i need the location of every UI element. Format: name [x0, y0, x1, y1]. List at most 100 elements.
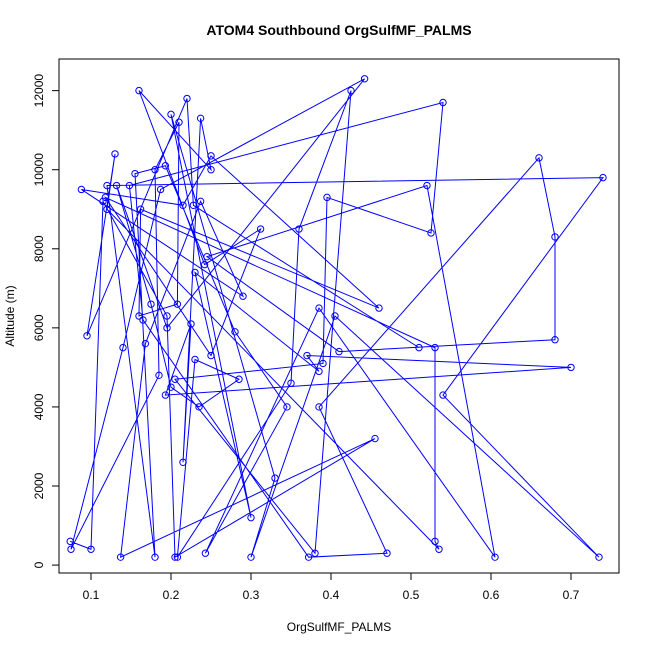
data-point — [595, 553, 603, 561]
data-point — [187, 320, 195, 328]
data-point — [175, 118, 183, 126]
data-point — [315, 403, 323, 411]
data-point — [200, 260, 209, 269]
data-point — [331, 312, 339, 320]
data-point — [179, 458, 187, 466]
data-point — [183, 94, 191, 103]
data-point — [195, 403, 203, 411]
data-point — [304, 553, 313, 561]
data-point — [311, 549, 319, 557]
data-point — [491, 553, 499, 561]
data-point — [431, 343, 439, 352]
x-tick-label: 0.7 — [563, 588, 580, 602]
data-point — [135, 86, 143, 95]
data-point — [179, 201, 187, 209]
data-point — [435, 545, 443, 553]
data-point — [173, 300, 182, 308]
data-point — [551, 233, 559, 241]
data-point — [151, 553, 159, 561]
y-axis-label: Altitude (m) — [3, 285, 17, 346]
y-tick-label: 8000 — [32, 235, 46, 262]
series-line — [70, 78, 605, 559]
data-point — [599, 173, 607, 182]
data-point — [203, 252, 211, 261]
data-point — [67, 545, 75, 553]
chart-title: ATOM4 Southbound OrgSulfMF_PALMS — [206, 22, 471, 38]
y-tick-label: 12000 — [32, 74, 46, 108]
data-point — [360, 75, 369, 83]
data-point — [163, 312, 171, 320]
data-point — [439, 391, 447, 399]
data-point — [196, 114, 205, 123]
data-point — [163, 324, 171, 332]
data-point — [191, 268, 199, 277]
data-point — [77, 185, 86, 194]
data-point — [235, 375, 243, 383]
x-axis: 0.1 0.2 0.3 0.4 0.5 0.6 0.7 — [83, 572, 580, 602]
data-point — [151, 166, 159, 174]
data-point — [551, 336, 559, 344]
x-tick-label: 0.2 — [163, 588, 180, 602]
data-point — [431, 537, 439, 546]
data-point — [111, 150, 119, 158]
data-point — [231, 328, 239, 336]
data-point — [141, 339, 150, 348]
x-tick-label: 0.6 — [483, 588, 500, 602]
data-point — [156, 185, 165, 194]
data-point — [239, 292, 247, 300]
data-point — [101, 193, 110, 202]
data-point — [103, 205, 111, 213]
data-point — [207, 152, 215, 160]
data-point — [319, 359, 327, 368]
x-tick-label: 0.5 — [403, 588, 420, 602]
data-point — [271, 474, 279, 482]
data-point — [173, 553, 182, 561]
x-tick-label: 0.3 — [243, 588, 260, 602]
data-point — [383, 549, 391, 557]
data-point — [207, 351, 215, 360]
y-tick-label: 10000 — [32, 153, 46, 187]
data-point — [567, 363, 575, 372]
data-point — [347, 86, 355, 95]
data-point — [315, 367, 323, 376]
data-point — [171, 553, 179, 561]
data-point — [415, 343, 423, 352]
data-point — [167, 383, 175, 391]
data-point — [201, 549, 210, 557]
data-point — [323, 193, 331, 202]
data-point — [147, 300, 155, 308]
x-tick-label: 0.4 — [323, 588, 340, 602]
data-point — [99, 197, 107, 206]
y-tick-label: 0 — [32, 561, 46, 568]
data-point — [303, 351, 311, 360]
data-point — [112, 181, 121, 190]
data-point — [256, 225, 265, 233]
data-point — [196, 197, 205, 206]
data-point — [423, 181, 431, 190]
data-point — [161, 391, 170, 399]
data-point — [116, 553, 125, 561]
data-point — [247, 553, 255, 561]
x-tick-label: 0.1 — [83, 588, 100, 602]
x-axis-label: OrgSulfMF_PALMS — [287, 620, 391, 634]
data-point — [103, 181, 111, 190]
data-point — [119, 343, 127, 352]
data-point — [87, 545, 95, 553]
y-tick-label: 2000 — [32, 472, 46, 499]
data-point — [427, 229, 435, 237]
y-axis: 0 2000 4000 6000 8000 10000 12000 — [32, 74, 60, 568]
data-point — [135, 312, 143, 320]
data-point — [155, 371, 163, 380]
data-point — [207, 166, 215, 174]
data-point — [335, 347, 343, 356]
data-point — [191, 355, 199, 364]
data-point — [283, 403, 291, 411]
data-point — [315, 304, 323, 312]
data-point — [131, 169, 139, 178]
data-point — [66, 537, 74, 546]
data-point — [247, 513, 255, 522]
data-point — [287, 379, 295, 387]
data-point — [535, 154, 543, 162]
